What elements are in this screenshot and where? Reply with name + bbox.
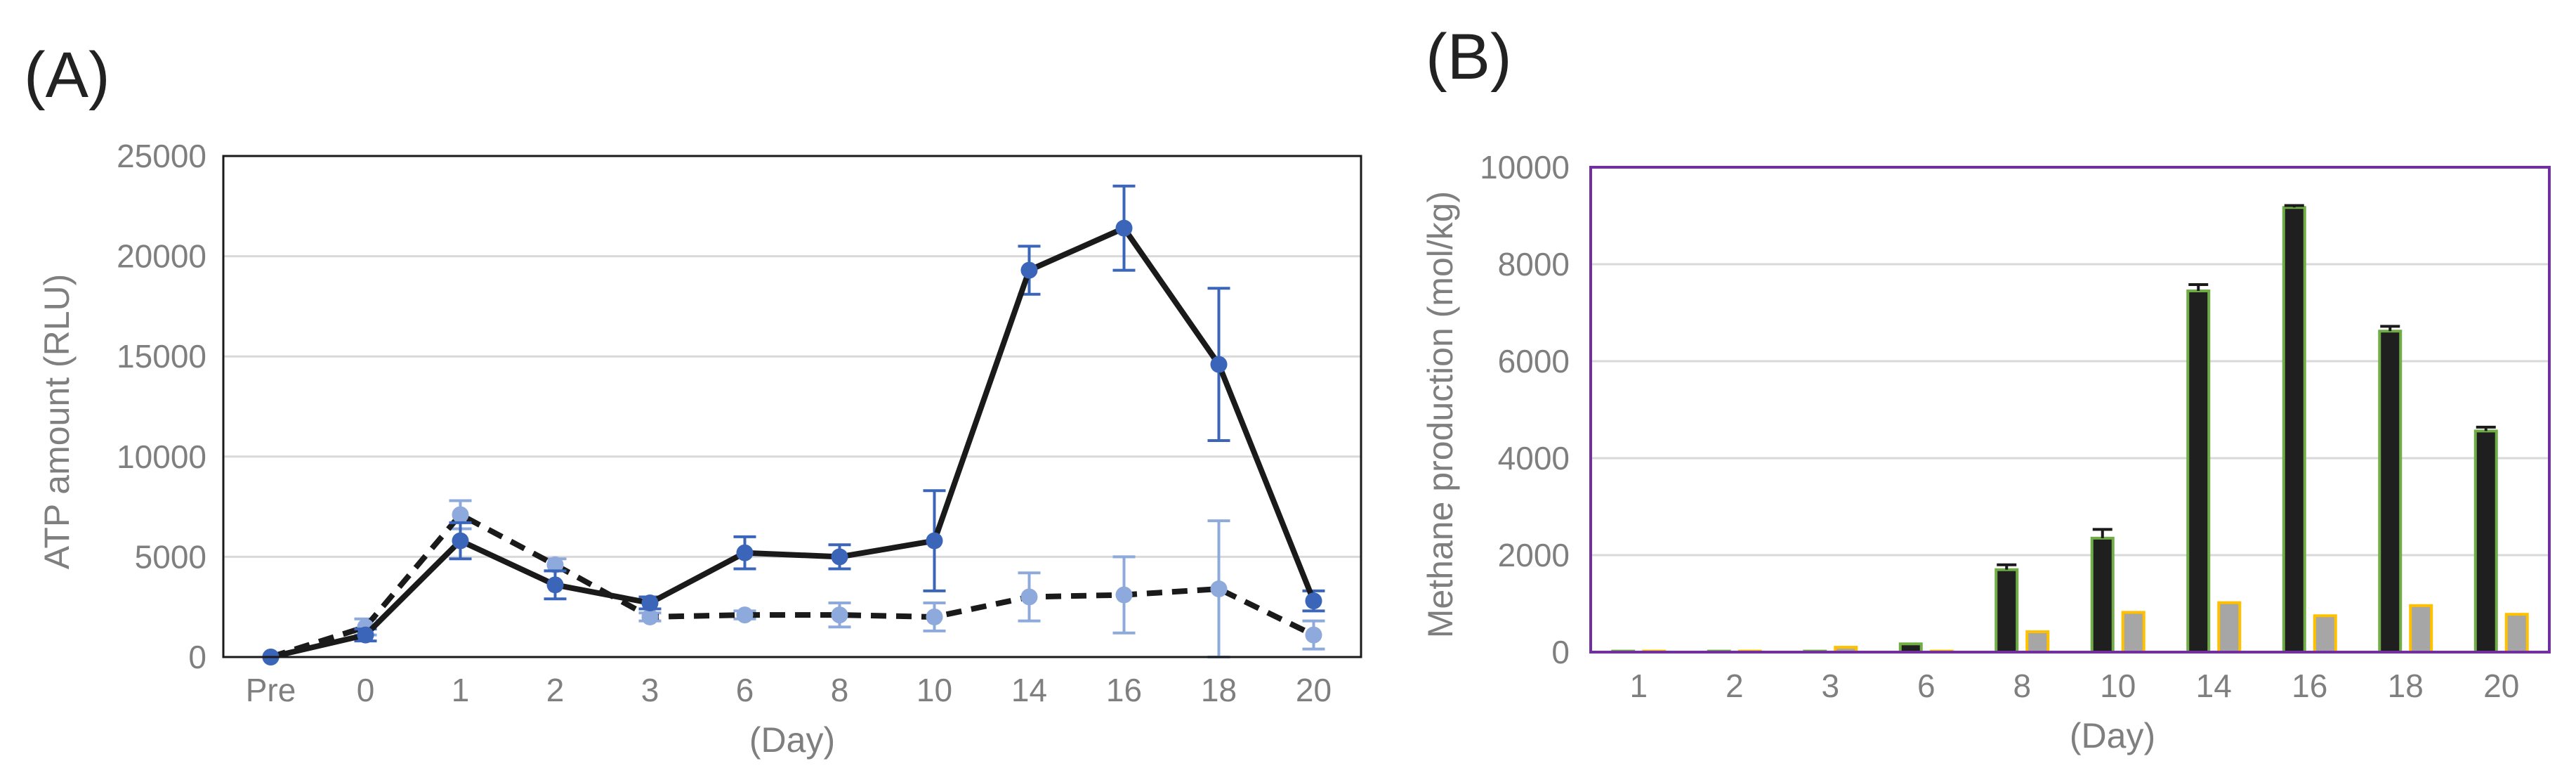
panel-b-y-tick-label: 0 [1551,634,1570,670]
panel-a-x-tick-label: 16 [1106,672,1142,708]
panel-a-data-point [926,608,943,625]
panel-b-x-tick-label: 8 [2013,668,2031,704]
panel-a-data-point [831,548,848,566]
panel-a-data-point [357,626,374,644]
panel-b-x-tick-label: 1 [1629,668,1648,704]
panel-a-x-tick-label: 14 [1011,672,1047,708]
panel-a-data-point [1305,626,1322,644]
panel-b-y-tick-label: 6000 [1498,343,1570,379]
panel-a-y-tick-label: 10000 [117,438,206,475]
panel-b-x-tick-label: 6 [1917,668,1936,704]
panel-a-data-point [736,544,754,561]
panel-b-series-1 [1611,204,2498,654]
panel-a-x-tick-label: 10 [916,672,952,708]
panel-a-data-point [831,606,848,624]
panel-a-data-point [926,532,943,550]
panel-a-series [262,184,1325,665]
panel-b-y-tick-label: 8000 [1498,246,1570,282]
panel-b-bars [1611,204,2529,654]
panel-a-x-tick-label: Pre [246,672,296,708]
panel-a-y-tick-label: 15000 [117,338,206,375]
panel-b-y-tick-label: 2000 [1498,537,1570,573]
panel-b-bar [2504,613,2529,654]
panel-b-x-tick-label: 20 [2483,668,2519,704]
panel-a-data-point [1020,588,1038,606]
panel-b-bar [2282,206,2306,654]
panel-b-x-tick-label: 3 [1821,668,1839,704]
panel-a-x-ticks: Pre 0 1 2 3 6 8 10 14 16 18 20 [246,672,1332,708]
panel-b-bar [1995,568,2019,654]
panel-b-bar [2378,330,2403,654]
panel-b-x-tick-label: 18 [2388,668,2424,704]
panel-b-x-tick-label: 14 [2196,668,2232,704]
panel-a-x-tick-label: 2 [546,672,565,708]
panel-a-data-point [1305,592,1322,610]
panel-a-data-point [546,576,564,594]
panel-a-y-tick-label: 25000 [117,138,206,174]
panel-b-y-tick-label: 10000 [1480,149,1570,186]
panel-a-y-tick-label: 20000 [117,238,206,275]
panel-a-data-point [452,506,469,524]
panel-a-x-tick-label: 0 [357,672,375,708]
panel-a-data-point [641,594,659,611]
panel-a-x-tick-label: 20 [1296,672,1332,708]
panel-a: (A) ATP amount (RLU) (Day) 0 5000 10000 150… [24,39,1362,760]
panel-b-y-ticks: 0 2000 4000 6000 8000 10000 [1480,149,1570,670]
panel-b-x-ticks: 1 2 3 6 8 10 14 16 18 20 [1629,668,2519,704]
panel-a-x-axis-title: (Day) [749,720,835,760]
panel-a-x-tick-label: 6 [736,672,754,708]
panel-a-y-ticks: 0 5000 10000 15000 20000 25000 [117,138,206,675]
panel-a-y-tick-label: 0 [188,639,206,675]
panel-a-data-point [546,556,564,573]
panel-a-x-tick-label: 18 [1201,672,1237,708]
panel-b-x-tick-label: 16 [2292,668,2327,704]
panel-a-gridlines [223,255,1361,558]
panel-a-data-point [641,608,659,625]
panel-b: (B) Methane production (mol/kg) (Day) 0 2… [1421,21,2551,755]
panel-b-bar [2025,630,2050,654]
panel-a-series-line [270,225,1317,660]
panel-b-bar [2090,536,2115,654]
panel-b-gridlines [1591,263,2549,557]
panel-b-bar [2313,614,2337,654]
panel-a-series-line [270,512,1315,660]
panel-a-data-point [1115,219,1133,237]
panel-b-bar [2409,604,2433,654]
panel-a-y-axis-title: ATP amount (RLU) [37,274,77,570]
panel-b-bar [2121,611,2145,654]
panel-b-bar [2217,601,2242,654]
panel-a-data-point [1115,586,1133,604]
panel-b-x-axis-title: (Day) [2070,716,2155,755]
panel-a-x-tick-label: 1 [452,672,470,708]
panel-a-data-point [1020,261,1038,279]
panel-a-data-point [736,606,754,624]
panel-b-bar [2473,429,2498,654]
panel-a-label: (A) [24,39,110,111]
panel-b-y-axis-title: Methane production (mol/kg) [1421,191,1460,638]
panel-a-data-point [452,532,469,550]
panel-a-data-point [1210,580,1228,598]
panel-a-x-tick-label: 8 [831,672,849,708]
panel-a-x-tick-label: 3 [641,672,659,708]
panel-b-x-tick-label: 2 [1726,668,1744,704]
panel-a-data-point [1210,356,1228,373]
panel-a-series-solid [262,184,1325,665]
panel-a-plot-frame [222,155,1362,658]
panel-b-y-tick-label: 4000 [1498,440,1570,476]
panel-b-x-tick-label: 10 [2100,668,2136,704]
panel-b-plot-frame [1589,166,2551,654]
panel-b-bar [2186,289,2211,654]
panel-b-label: (B) [1426,21,1512,93]
panel-a-y-tick-label: 5000 [135,538,206,575]
